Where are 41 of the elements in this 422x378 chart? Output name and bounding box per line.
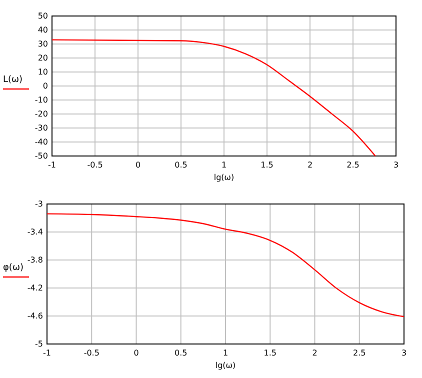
y-tick-label: -5	[35, 340, 43, 349]
line-series	[51, 39, 376, 157]
x-tick-label: 1	[222, 348, 228, 358]
x-tick-label: 2.5	[353, 348, 366, 358]
line-series	[46, 213, 405, 318]
y-tick-label: 50	[38, 12, 48, 21]
y-tick-label: 20	[38, 54, 48, 63]
x-tick-label: 1	[221, 160, 227, 170]
y-tick-label: -3.8	[27, 256, 43, 265]
x-tick-label: 2	[307, 160, 313, 170]
x-tick-label: 1.5	[260, 160, 274, 170]
y-tick-label: -4.6	[27, 312, 43, 321]
y-tick-label: -3	[35, 200, 43, 209]
x-tick-label: -1	[43, 348, 51, 358]
x-tick-label: 0.5	[174, 160, 188, 170]
x-tick-label: 3	[393, 160, 399, 170]
y-tick-label: -50	[34, 152, 48, 161]
x-tick-label: -0.5	[84, 348, 100, 358]
x-tick-label: 2.5	[346, 160, 360, 170]
y-tick-label: -3.4	[27, 228, 43, 237]
x-tick-label: -0.5	[87, 160, 103, 170]
x-tick-label: 1.5	[264, 348, 276, 358]
y-tick-label: -40	[34, 138, 48, 147]
x-tick-label: 0	[135, 160, 141, 170]
y-tick-label: 40	[38, 26, 48, 35]
x-tick-label: 3	[401, 348, 407, 358]
x-tick-label: -1	[48, 160, 56, 170]
x-axis-title: lg(ω)	[215, 361, 236, 370]
y-tick-label: -4.2	[27, 284, 43, 293]
x-tick-label: 2	[312, 348, 318, 358]
x-tick-label: 0.5	[174, 348, 188, 358]
text: L(ω)	[3, 75, 23, 85]
text: φ(ω)	[3, 263, 24, 273]
x-tick-label: 0	[134, 348, 139, 358]
y-tick-label: -20	[34, 110, 48, 119]
y-tick-label: 0	[42, 82, 48, 91]
y-tick-label: 10	[38, 68, 48, 77]
y-tick-label: -30	[34, 124, 48, 133]
y-tick-label: 30	[38, 40, 48, 49]
x-axis-title: lg(ω)	[214, 173, 234, 182]
y-tick-label: -10	[34, 96, 48, 105]
